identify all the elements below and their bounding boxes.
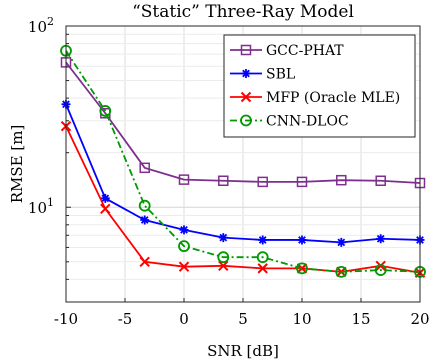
data-point-sbl	[179, 225, 189, 235]
legend-label-sbl: SBL	[266, 67, 295, 83]
data-point-gcc-phat	[296, 176, 308, 188]
data-point-mfp-oracle-mle	[139, 256, 150, 268]
legend-marker-gcc-phat	[240, 44, 252, 56]
series-line-sbl	[65, 103, 421, 244]
y-tick-label: 102	[28, 15, 54, 36]
data-point-mfp-oracle-mle	[218, 260, 229, 272]
data-point-mfp-oracle-mle	[178, 261, 190, 272]
data-point-cnn-dloc	[256, 251, 269, 264]
y-tick-label: 101	[28, 196, 54, 217]
chart-title: “Static” Three-Ray Model	[132, 2, 354, 22]
data-point-sbl	[100, 193, 110, 203]
plot-frame	[65, 25, 421, 303]
data-point-cnn-dloc	[374, 264, 387, 276]
data-point-sbl	[376, 234, 386, 244]
x-tick-label: -10	[54, 310, 78, 328]
data-point-cnn-dloc	[296, 262, 308, 275]
series-line-cnn-dloc	[65, 50, 421, 273]
data-point-mfp-oracle-mle	[257, 263, 268, 274]
x-tick-label: -5	[118, 310, 133, 328]
x-tick-label: 15	[351, 310, 370, 328]
data-point-gcc-phat	[257, 176, 268, 188]
legend-label-mfp-oracle-mle: MFP (Oracle MLE)	[266, 90, 400, 106]
data-point-gcc-phat	[336, 174, 347, 186]
data-point-mfp-oracle-mle	[100, 203, 111, 215]
legend-marker-cnn-dloc	[240, 114, 252, 127]
series-line-mfp-oracle-mle	[65, 125, 421, 274]
x-tick-label: 20	[410, 310, 429, 328]
data-point-gcc-phat	[218, 175, 229, 187]
data-point-gcc-phat	[375, 175, 386, 187]
x-tick-label: 10	[292, 310, 311, 328]
data-point-cnn-dloc	[217, 251, 230, 264]
series-line-gcc-phat	[65, 61, 421, 184]
x-axis-label: SNR [dB]	[207, 342, 279, 360]
x-tick-label: 5	[238, 310, 248, 328]
legend-marker-sbl	[241, 69, 251, 78]
data-point-gcc-phat	[139, 162, 150, 174]
data-point-sbl	[218, 233, 228, 243]
data-point-cnn-dloc	[99, 105, 112, 117]
data-point-gcc-phat	[178, 174, 190, 185]
tick-labels: -10 -5 0 5 10 15 20 101 102	[28, 15, 430, 328]
data-point-sbl	[336, 237, 346, 247]
data-point-sbl	[297, 235, 307, 245]
legend-label-cnn-dloc: CNN-DLOC	[266, 114, 349, 130]
data-point-cnn-dloc	[178, 240, 190, 253]
y-axis-label: RMSE [m]	[8, 125, 26, 204]
data-point-cnn-dloc	[335, 265, 348, 278]
data-point-sbl	[140, 215, 150, 225]
x-tick-label: 0	[179, 310, 189, 328]
legend-label-gcc-phat: GCC-PHAT	[266, 43, 344, 59]
data-point-sbl	[258, 235, 268, 245]
legend: GCC-PHAT SBL MFP (Oracle MLE) CNN-DLOC	[223, 34, 416, 138]
data-point-cnn-dloc	[138, 199, 151, 212]
legend-marker-mfp-oracle-mle	[240, 91, 252, 103]
